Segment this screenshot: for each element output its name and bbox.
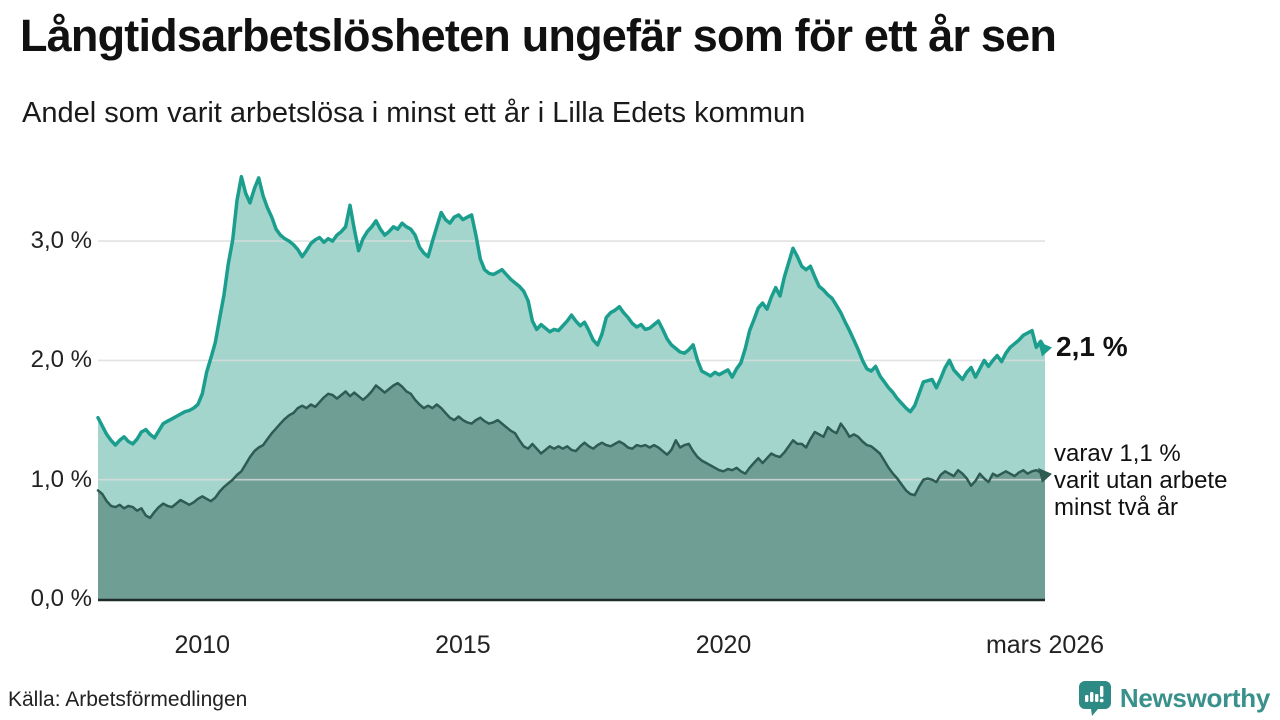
page-title: Långtidsarbetslösheten ungefär som för e… — [20, 10, 1057, 61]
annotation-line: varav 1,1 % — [1054, 440, 1181, 467]
page-subtitle: Andel som varit arbetslösa i minst ett å… — [22, 97, 806, 129]
line-minst-tva-ar — [96, 381, 1047, 520]
source-note: Källa: Arbetsförmedlingen — [8, 688, 248, 711]
x-tick-label: 2010 — [174, 631, 231, 659]
area-fill-minst-tva-ar — [98, 383, 1045, 599]
x-tick-label: 2020 — [695, 631, 752, 659]
line-end-arrow-minst-tva-ar — [1037, 467, 1052, 483]
x-tick-label: 2015 — [435, 631, 491, 659]
brand-name: Newsworthy — [1119, 682, 1270, 713]
y-tick-label: 2,0 % — [30, 346, 92, 374]
annotation-line: minst två år — [1054, 494, 1179, 521]
y-tick-label: 1,0 % — [30, 465, 92, 493]
secondary-series-annotation: varav 1,1 % varit utan arbete minst två … — [1054, 440, 1227, 521]
y-tick-label: 0,0 % — [30, 585, 92, 612]
line-minst-ett-ar — [96, 174, 1047, 447]
latest-value-annotation: 2,1 % — [1056, 331, 1128, 362]
line-end-arrow-minst-ett-ar — [1037, 341, 1052, 357]
newsworthy-bubble-chart-icon — [1078, 681, 1111, 716]
x-tick-label: mars 2026 — [985, 631, 1105, 659]
y-tick-label: 3,0 % — [30, 227, 92, 255]
annotation-line: varit utan arbete — [1054, 467, 1228, 494]
newsworthy-logo: Newsworthy — [1078, 680, 1270, 716]
